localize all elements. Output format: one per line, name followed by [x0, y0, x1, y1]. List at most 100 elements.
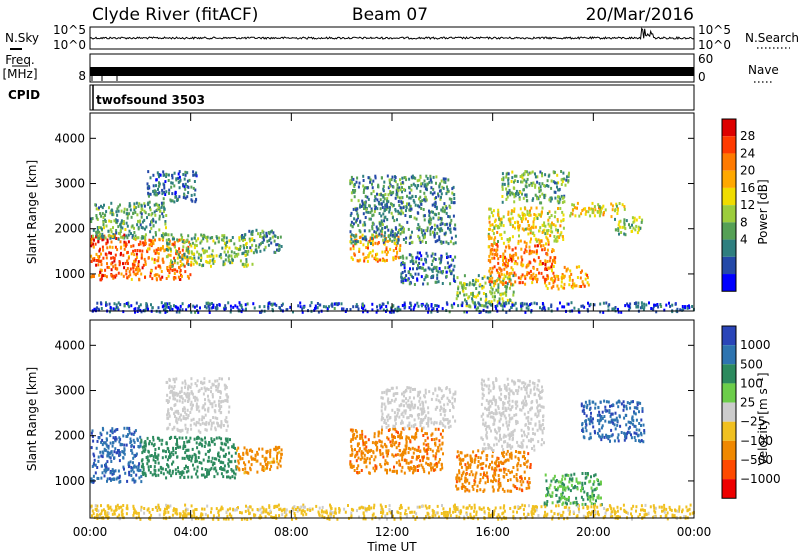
power-cell — [243, 264, 246, 268]
power-cell — [193, 243, 196, 247]
power-cell — [171, 174, 174, 177]
velocity-cell — [106, 454, 109, 458]
power-cell — [496, 243, 499, 247]
power-cell — [547, 242, 550, 246]
velocity-cell — [187, 469, 190, 473]
velocity-region — [455, 449, 532, 493]
power-cell — [643, 302, 646, 306]
velocity-cell — [123, 443, 126, 447]
power-cell — [443, 208, 446, 212]
power-cell — [100, 268, 103, 272]
power-cell — [240, 310, 243, 314]
power-cell — [444, 266, 447, 270]
power-cell — [137, 267, 140, 270]
power-cell — [507, 240, 510, 244]
power-cell — [99, 270, 102, 274]
velocity-cell — [122, 434, 125, 438]
velocity-cell — [165, 450, 167, 454]
power-cell — [521, 304, 524, 308]
power-cell — [398, 223, 401, 227]
power-cell — [365, 246, 368, 249]
power-cell — [132, 249, 135, 253]
velocity-cell — [135, 473, 138, 477]
power-cell — [157, 264, 160, 268]
power-cell — [554, 256, 557, 260]
power-cell — [567, 179, 570, 183]
velocity-cell — [94, 463, 97, 467]
power-cell — [589, 214, 592, 218]
velocity-cell — [381, 391, 384, 395]
power-cell — [355, 305, 358, 309]
velocity-cell — [237, 461, 240, 465]
power-region — [501, 170, 570, 205]
velocity-cell — [203, 377, 206, 381]
power-cell — [544, 184, 547, 188]
power-cell — [514, 273, 517, 277]
power-cell — [524, 248, 527, 252]
velocity-cell — [180, 395, 183, 398]
power-cell — [146, 250, 149, 254]
power-cell — [257, 245, 260, 249]
power-cell — [336, 302, 339, 306]
power-cell — [510, 266, 513, 270]
velocity-cell — [151, 473, 154, 477]
velocity-cell — [192, 403, 194, 407]
power-cell — [482, 285, 485, 289]
power-cell — [534, 175, 537, 179]
power-cell — [137, 236, 140, 240]
power-cell — [205, 301, 208, 305]
power-cell — [502, 292, 505, 296]
power-cell — [102, 256, 105, 260]
velocity-cell — [280, 452, 283, 456]
power-cell — [167, 233, 170, 237]
power-cell — [271, 235, 274, 239]
power-cell — [534, 237, 537, 241]
power-cell — [571, 203, 574, 207]
power-cell — [259, 249, 262, 253]
power-cell — [400, 227, 403, 231]
power-cell — [566, 267, 569, 271]
power-cell — [420, 202, 423, 206]
power-cell — [141, 208, 144, 212]
velocity-cell — [110, 460, 113, 463]
power-cell — [519, 175, 522, 178]
power-cell — [371, 239, 374, 243]
power-cell — [547, 174, 550, 178]
power-cell — [520, 255, 523, 259]
power-cell — [528, 227, 531, 231]
power-cell — [125, 302, 128, 305]
velocity-cell — [430, 421, 433, 425]
power-cell — [476, 293, 479, 297]
power-cell — [181, 274, 183, 278]
velocity-cell — [432, 392, 435, 396]
power-cell — [393, 178, 396, 182]
velocity-cell — [158, 438, 161, 442]
power-cell — [416, 211, 419, 215]
power-cell — [280, 308, 282, 312]
power-cell — [521, 211, 524, 215]
power-cell — [267, 302, 270, 306]
velocity-cell — [115, 477, 118, 481]
velocity-cell — [401, 458, 404, 462]
power-cell — [207, 301, 210, 305]
power-cell — [374, 205, 377, 209]
power-cell — [109, 228, 112, 232]
velocity-cell — [261, 447, 264, 451]
velocity-cell — [196, 475, 199, 479]
power-cell — [560, 194, 563, 198]
velocity-cell — [416, 413, 419, 417]
power-cell — [499, 302, 502, 306]
power-cell — [552, 281, 555, 285]
velocity-cell — [174, 410, 177, 414]
velocity-cell — [168, 456, 171, 460]
velocity-cell — [200, 380, 203, 384]
velocity-cell — [184, 410, 187, 414]
power-cell — [386, 199, 388, 203]
velocity-cell — [204, 413, 207, 417]
power-cell — [271, 303, 274, 307]
velocity-cell — [192, 417, 195, 421]
power-cell — [373, 199, 376, 203]
power-cell — [616, 208, 619, 212]
power-cell — [628, 305, 631, 309]
power-cell — [515, 189, 518, 193]
